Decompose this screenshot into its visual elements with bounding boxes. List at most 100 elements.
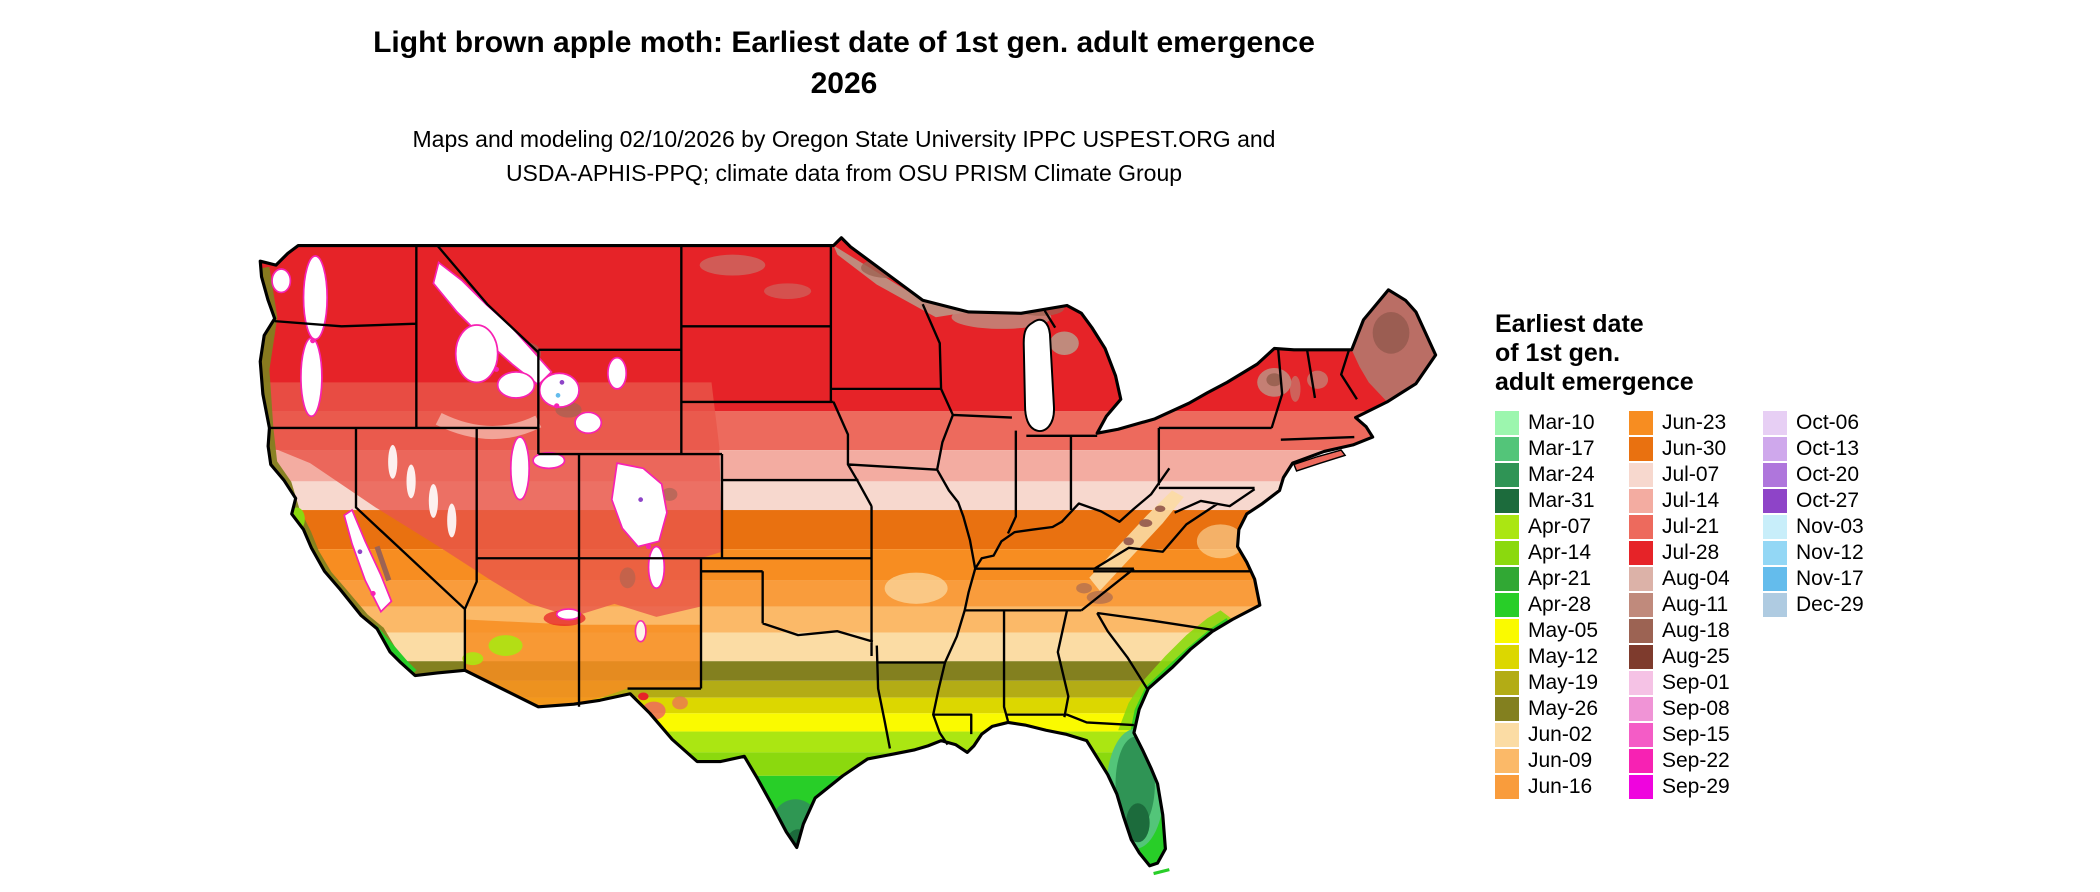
legend-entry: Jul-28 — [1629, 540, 1763, 566]
map-legend: Earliest date of 1st gen. adult emergenc… — [1495, 310, 1915, 800]
legend-swatch — [1763, 463, 1787, 487]
legend-entry-label: Sep-08 — [1662, 697, 1730, 720]
legend-entry: Aug-04 — [1629, 566, 1763, 592]
legend-swatch — [1495, 567, 1519, 591]
long-island — [1293, 449, 1347, 472]
legend-entry: Sep-08 — [1629, 696, 1763, 722]
legend-entry: Oct-20 — [1763, 462, 1897, 488]
legend-swatch — [1763, 567, 1787, 591]
legend-entry-label: Jul-28 — [1662, 541, 1720, 564]
legend-entry-label: Aug-25 — [1662, 645, 1730, 668]
great-lakes — [1022, 318, 1055, 433]
legend-swatch — [1629, 567, 1653, 591]
legend-entry-label: Apr-14 — [1528, 541, 1592, 564]
page-subtitle-line1: Maps and modeling 02/10/2026 by Oregon S… — [412, 126, 1276, 152]
legend-entry-label: Oct-13 — [1796, 437, 1860, 460]
legend-swatch — [1495, 671, 1519, 695]
legend-swatch — [1495, 541, 1519, 565]
legend-entry: Jul-21 — [1629, 514, 1763, 540]
legend-entry-label: Jul-14 — [1662, 489, 1720, 512]
legend-swatch — [1495, 515, 1519, 539]
legend-swatch — [1495, 411, 1519, 435]
legend-entry-label: Jul-07 — [1662, 463, 1720, 486]
legend-swatch — [1495, 593, 1519, 617]
legend-entry: Mar-24 — [1495, 462, 1629, 488]
legend-swatch — [1629, 463, 1653, 487]
us-map-svg — [258, 236, 1438, 876]
legend-entry-label: May-19 — [1528, 671, 1599, 694]
legend-entry: Nov-03 — [1763, 514, 1897, 540]
legend-title: Earliest date of 1st gen. adult emergenc… — [1495, 310, 1915, 397]
legend-entry: May-12 — [1495, 644, 1629, 670]
legend-entry-label: Sep-01 — [1662, 671, 1730, 694]
legend-swatch — [1495, 723, 1519, 747]
legend-entry: Jul-07 — [1629, 462, 1763, 488]
legend-title-line1: Earliest date — [1495, 310, 1644, 338]
legend-swatch — [1763, 489, 1787, 513]
legend-entry: Jun-23 — [1629, 410, 1763, 436]
legend-swatch — [1629, 437, 1653, 461]
legend-entry: Aug-25 — [1629, 644, 1763, 670]
legend-entry-label: Apr-21 — [1528, 567, 1592, 590]
legend-entry-label: Jun-02 — [1528, 723, 1593, 746]
legend-entry: Oct-27 — [1763, 488, 1897, 514]
legend-entry: Apr-21 — [1495, 566, 1629, 592]
legend-entry-label: Dec-29 — [1796, 593, 1864, 616]
legend-entry-label: Sep-29 — [1662, 775, 1730, 798]
legend-entry: Nov-12 — [1763, 540, 1897, 566]
legend-entry: Apr-28 — [1495, 592, 1629, 618]
page-title: Light brown apple moth: Earliest date of… — [234, 22, 1454, 104]
legend-column: Oct-06 Oct-13 Oct-20 Oct-27 Nov-03 Nov-12 Nov-… — [1763, 410, 1897, 800]
state-borders — [269, 244, 1358, 749]
legend-entry-label: Sep-22 — [1662, 749, 1730, 772]
legend-entry: Apr-14 — [1495, 540, 1629, 566]
legend-entry-label: Nov-12 — [1796, 541, 1864, 564]
legend-swatch — [1629, 723, 1653, 747]
legend-entry: Apr-07 — [1495, 514, 1629, 540]
legend-entry: Sep-22 — [1629, 748, 1763, 774]
legend-entry: Oct-13 — [1763, 436, 1897, 462]
legend-entry-label: Aug-04 — [1662, 567, 1730, 590]
legend-entry-label: Apr-07 — [1528, 515, 1592, 538]
legend-entry-label: Jun-23 — [1662, 411, 1727, 434]
legend-swatch — [1629, 749, 1653, 773]
legend-swatch — [1495, 437, 1519, 461]
legend-swatch — [1629, 645, 1653, 669]
basin-range-slivers — [388, 444, 457, 538]
legend-entry-label: Aug-18 — [1662, 619, 1730, 642]
legend-swatch — [1495, 645, 1519, 669]
legend-entry-label: Apr-28 — [1528, 593, 1592, 616]
legend-entry: Sep-29 — [1629, 774, 1763, 800]
page-subtitle: Maps and modeling 02/10/2026 by Oregon S… — [234, 122, 1454, 190]
legend-entry: Jun-30 — [1629, 436, 1763, 462]
legend-entry-label: May-12 — [1528, 645, 1599, 668]
legend-swatch — [1495, 463, 1519, 487]
legend-entry-label: May-26 — [1528, 697, 1599, 720]
high-elevation-speckles — [310, 338, 652, 597]
legend-entry-label: Aug-11 — [1662, 593, 1729, 616]
legend-entry-label: Jun-16 — [1528, 775, 1593, 798]
legend-column: Mar-10 Mar-17 Mar-24 Mar-31 Apr-07 Apr-14 Apr-… — [1495, 410, 1629, 800]
florida-keys — [1153, 868, 1170, 876]
legend-swatch — [1763, 437, 1787, 461]
legend-swatch — [1495, 697, 1519, 721]
legend-entry: Sep-15 — [1629, 722, 1763, 748]
legend-entry: Jun-09 — [1495, 748, 1629, 774]
legend-entry-label: Jun-09 — [1528, 749, 1593, 772]
legend-swatch — [1763, 515, 1787, 539]
us-outline — [258, 236, 1438, 868]
legend-entry: Nov-17 — [1763, 566, 1897, 592]
legend-entry: Oct-06 — [1763, 410, 1897, 436]
legend-swatch — [1629, 619, 1653, 643]
legend-entry: Dec-29 — [1763, 592, 1897, 618]
legend-grid: Mar-10 Mar-17 Mar-24 Mar-31 Apr-07 Apr-14 Apr-… — [1495, 410, 1915, 800]
legend-entry-label: Nov-03 — [1796, 515, 1864, 538]
legend-entry: Aug-11 — [1629, 592, 1763, 618]
page-title-line1: Light brown apple moth: Earliest date of… — [373, 26, 1315, 59]
legend-entry-label: Jul-21 — [1662, 515, 1720, 538]
legend-swatch — [1629, 489, 1653, 513]
legend-swatch — [1629, 411, 1653, 435]
legend-swatch — [1495, 749, 1519, 773]
legend-entry-label: Jun-30 — [1662, 437, 1727, 460]
